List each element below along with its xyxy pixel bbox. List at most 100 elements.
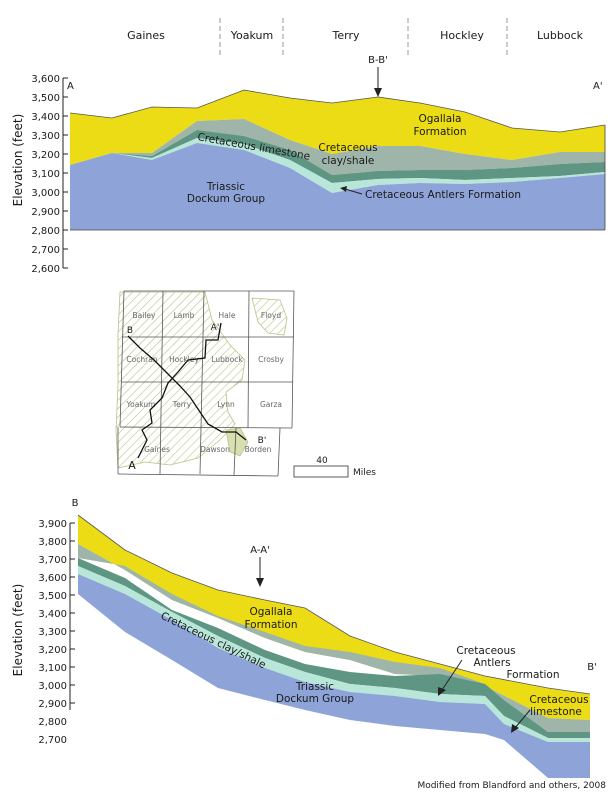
map-county-label: Hale <box>219 311 236 320</box>
y-tick-label: 3,600 <box>31 74 60 85</box>
aquifer-outlier-hatch <box>251 297 288 336</box>
antlers-label: Cretaceous Antlers Formation <box>365 189 521 201</box>
y-tick-label: 2,900 <box>38 699 67 710</box>
y-tick-label: 3,800 <box>38 537 67 548</box>
arrowhead-icon <box>256 578 264 587</box>
y-tick-label: 3,500 <box>31 93 60 104</box>
antlers-label: Formation <box>507 669 560 681</box>
map-county-label: Lamb <box>174 311 195 320</box>
county-header: Gaines Yoakum Terry Hockley Lubbock <box>127 18 584 55</box>
ogallala-layer <box>70 90 605 165</box>
intersection-marker-label: A-A' <box>250 545 270 556</box>
map-county-label: Bailey <box>133 311 157 320</box>
map-county-label: Terry <box>172 400 192 409</box>
ogallala-label: Formation <box>414 126 467 138</box>
arrowhead-icon <box>374 88 382 97</box>
y-tick-label: 3,400 <box>31 112 60 123</box>
y-tick-label: 3,000 <box>38 681 67 692</box>
y-tick-label: 3,500 <box>38 591 67 602</box>
arrowhead-icon <box>438 687 446 696</box>
map-county-label: Lynn <box>217 400 235 409</box>
section-end-label-b-prime: B' <box>587 662 597 673</box>
ogallala-label: Ogallala <box>419 113 462 125</box>
cross-section-b: 3,900 3,800 3,700 3,600 3,500 3,400 3,30… <box>11 498 597 778</box>
section-end-label-a: A <box>67 81 74 92</box>
arrowhead-icon <box>340 186 347 192</box>
map-county-label: Dawson <box>200 445 230 454</box>
clay-shale-layer <box>112 119 605 175</box>
limestone-label: Cretaceous <box>529 694 588 706</box>
map-county-label: Garza <box>260 400 282 409</box>
triassic-label: Triassic <box>206 181 245 193</box>
ogallala-label: Ogallala <box>250 606 293 618</box>
ground-surface-line <box>77 514 591 695</box>
triassic-label: Dockum Group <box>276 693 355 705</box>
y-tick-label: 2,700 <box>31 245 60 256</box>
scale-unit: Miles <box>353 468 376 478</box>
county-label-hockley: Hockley <box>440 29 484 42</box>
triassic-layer <box>78 574 590 778</box>
map-label-a-prime: A' <box>211 323 220 333</box>
limestone-layer <box>78 558 590 738</box>
county-label-terry: Terry <box>332 29 360 42</box>
y-tick-label: 3,300 <box>38 627 67 638</box>
y-axis-ticks <box>63 77 68 269</box>
y-tick-label: 3,200 <box>31 150 60 161</box>
aquifer-extent-hatch <box>115 291 246 469</box>
map-label-b-prime: B' <box>258 436 267 446</box>
limestone-leader-line <box>514 709 531 729</box>
y-axis-label: Elevation (feet) <box>11 584 25 677</box>
map-county-label: Yoakum <box>126 400 156 409</box>
y-tick-label: 3,100 <box>38 663 67 674</box>
ogallala-layer <box>78 515 590 720</box>
y-tick-label: 2,900 <box>31 207 60 218</box>
location-map: Bailey Lamb Hale Floyd Cochran Hockley L… <box>115 290 376 478</box>
y-tick-label: 3,300 <box>31 131 60 142</box>
map-county-label: Borden <box>245 445 272 454</box>
ground-surface-line <box>69 89 606 133</box>
y-tick-label: 3,900 <box>38 519 67 530</box>
y-axis-ticks <box>70 522 75 704</box>
scale-bar <box>293 465 349 478</box>
y-axis-label: Elevation (feet) <box>11 114 25 207</box>
antlers-leader-line <box>344 188 363 195</box>
ogallala-label: Formation <box>245 619 298 631</box>
map-county-label: Floyd <box>261 311 281 320</box>
antlers-label: Antlers <box>473 657 510 669</box>
map-label-b: B <box>127 326 133 336</box>
y-tick-label: 3,400 <box>38 609 67 620</box>
triassic-label: Dockum Group <box>187 193 266 205</box>
county-label-lubbock: Lubbock <box>537 29 584 42</box>
limestone-label: limestone <box>530 706 582 718</box>
y-tick-label: 3,200 <box>38 645 67 656</box>
y-tick-label: 3,000 <box>31 188 60 199</box>
triassic-label: Triassic <box>295 681 334 693</box>
county-grid <box>117 290 295 477</box>
y-tick-label: 2,600 <box>31 264 60 275</box>
map-county-label: Cochran <box>126 355 157 364</box>
map-county-label: Hockley <box>169 355 199 364</box>
y-tick-label: 2,800 <box>38 717 67 728</box>
county-label-gaines: Gaines <box>127 29 165 42</box>
arrowhead-icon <box>511 724 519 733</box>
y-tick-label: 3,100 <box>31 169 60 180</box>
y-tick-label: 2,700 <box>38 735 67 746</box>
limestone-layer <box>112 130 605 183</box>
scale-value: 40 <box>316 456 328 466</box>
county-label-yoakum: Yoakum <box>230 29 273 42</box>
cross-section-a: 3,600 3,500 3,400 3,300 3,200 3,100 3,00… <box>11 55 606 275</box>
map-label-a: A <box>128 459 136 472</box>
section-line-b-b <box>127 335 247 441</box>
antlers-label: Cretaceous <box>456 645 515 657</box>
section-line-a-a <box>137 322 222 459</box>
outcrop-patch <box>225 427 249 457</box>
antlers-layer <box>112 138 605 193</box>
clay-shale-label: clay/shale <box>322 155 375 167</box>
antlers-layer <box>78 566 590 742</box>
section-end-label-a-prime: A' <box>593 81 603 92</box>
y-tick-label: 3,700 <box>38 555 67 566</box>
map-county-label: Lubbock <box>211 355 243 364</box>
section-end-label-b: B <box>72 498 79 509</box>
map-county-label: Gaines <box>144 445 170 454</box>
